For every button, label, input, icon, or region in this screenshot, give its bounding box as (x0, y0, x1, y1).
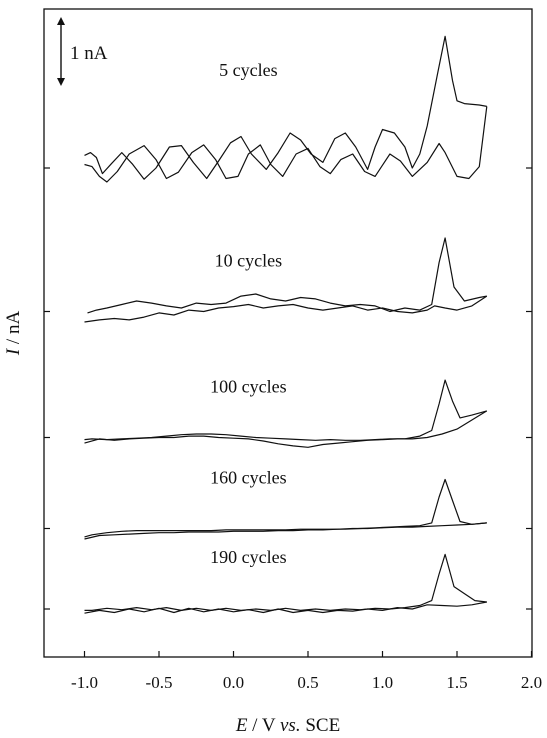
cycle-label: 100 cycles (210, 377, 286, 397)
series-line-forward (84, 410, 488, 448)
series-5-cycles (84, 35, 488, 183)
x-tick-label: 1.0 (372, 673, 393, 692)
x-tick-label: 1.5 (446, 673, 467, 692)
series-line-backward (84, 478, 487, 538)
scale-bar: 1 nA (57, 17, 108, 86)
cycle-label: 160 cycles (210, 468, 286, 488)
series-10-cycles (84, 237, 488, 323)
y-axis-label: I / nA (3, 311, 24, 357)
series-line-forward (84, 601, 487, 614)
scale-bar-arrow-down-icon (57, 78, 65, 86)
series-line-forward (84, 522, 487, 540)
x-tick-label: -0.5 (146, 673, 173, 692)
series-line-forward (84, 106, 488, 183)
series-line-backward (84, 35, 487, 180)
traces (84, 35, 488, 614)
cycle-label: 10 cycles (215, 251, 282, 271)
x-axis-label: E / V vs. SCE (235, 715, 340, 736)
x-axis-ticks: -1.0 -0.5 0.0 0.5 1.0 1.5 2.0 (71, 651, 542, 692)
cycle-label: 5 cycles (219, 60, 277, 80)
scale-bar-arrow-up-icon (57, 17, 65, 25)
series-line-backward (84, 379, 487, 441)
x-tick-label: 0.0 (223, 673, 244, 692)
series-line-backward (87, 237, 487, 314)
series-line-backward (84, 553, 487, 612)
x-tick-label: -1.0 (71, 673, 98, 692)
series-190-cycles (84, 553, 487, 614)
x-tick-label: 0.5 (297, 673, 318, 692)
scale-bar-label: 1 nA (70, 43, 108, 64)
y-axis-ticks (44, 167, 532, 610)
series-100-cycles (84, 379, 488, 448)
series-line-forward (84, 295, 488, 323)
plot-frame (43, 8, 533, 658)
cycle-labels: 5 cycles 10 cycles 100 cycles 160 cycles 190… (210, 60, 286, 567)
series-160-cycles (84, 478, 487, 540)
x-tick-label: 2.0 (521, 673, 542, 692)
cycle-label: 190 cycles (210, 547, 286, 567)
